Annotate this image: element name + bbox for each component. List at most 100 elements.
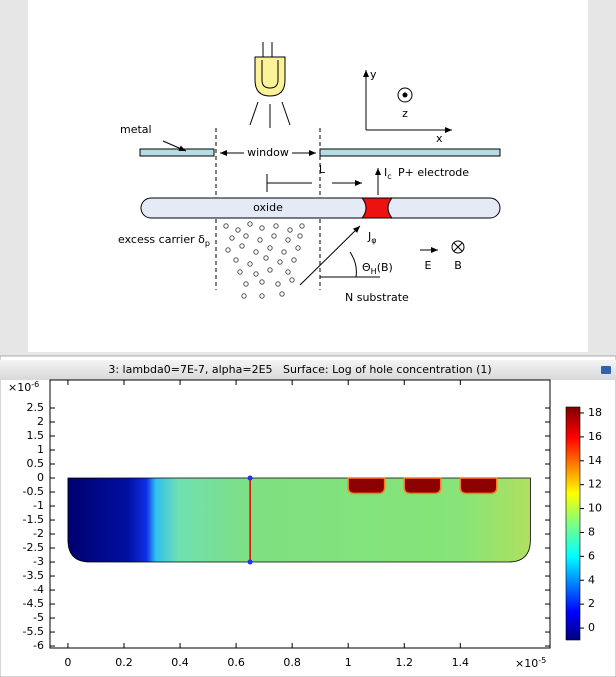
carrier <box>268 268 272 272</box>
colorbar-tick-label: 4 <box>588 573 595 586</box>
colorbar <box>566 407 580 640</box>
y-tick-label: -4 <box>33 583 44 596</box>
metal-left <box>140 149 214 156</box>
carrier <box>298 234 302 238</box>
carrier <box>276 282 280 286</box>
carrier <box>236 228 240 232</box>
x-tick-label: 1 <box>345 656 352 669</box>
carrier <box>230 236 234 240</box>
carrier <box>272 234 276 238</box>
colorbar-tick-label: 6 <box>588 549 595 562</box>
cut-point <box>248 560 253 565</box>
label: P+ electrode <box>398 166 469 179</box>
y-tick-label: -1.5 <box>23 513 44 526</box>
colorbar-tick-label: 16 <box>588 430 602 443</box>
label: y <box>370 68 377 81</box>
label: L <box>319 163 326 176</box>
y-tick-label: 1 <box>37 443 44 456</box>
y-tick-label: -4.5 <box>23 597 44 610</box>
label: E <box>425 259 432 272</box>
colorbar-tick-label: 12 <box>588 478 602 491</box>
carrier <box>242 294 246 298</box>
carrier <box>292 258 296 262</box>
y-tick-label: -5 <box>33 611 44 624</box>
label-sub: φ <box>371 236 376 245</box>
label-sub: p <box>205 239 210 248</box>
carrier <box>240 244 244 248</box>
label-tail: (B) <box>377 261 393 274</box>
carrier <box>260 294 264 298</box>
carrier <box>244 234 248 238</box>
label: window <box>247 146 289 159</box>
diagram-panel <box>28 0 588 352</box>
carrier <box>254 250 258 254</box>
screenshot: metal window L Ic P+ electrode oxide exc… <box>0 0 616 677</box>
label: B <box>454 259 462 272</box>
exp-power: -6 <box>31 380 39 389</box>
y-tick-label: -3 <box>33 555 44 568</box>
carrier <box>244 282 248 286</box>
y-tick-label: -5.5 <box>23 625 44 638</box>
y-tick-label: -1 <box>33 499 44 512</box>
y-tick-label: -6 <box>33 639 44 652</box>
carrier <box>264 256 268 260</box>
electrode <box>404 478 440 493</box>
y-tick-label: -3.5 <box>23 569 44 582</box>
x-tick-label: 0.6 <box>227 656 245 669</box>
carrier <box>224 224 228 228</box>
carrier <box>268 246 272 250</box>
label: oxide <box>253 201 283 214</box>
y-tick-label: 0 <box>37 471 44 484</box>
p-electrode <box>362 198 392 218</box>
y-tick-label: -2.5 <box>23 541 44 554</box>
carrier <box>226 248 230 252</box>
colorbar-tick-label: 2 <box>588 597 595 610</box>
y-tick-label: 2 <box>37 415 44 428</box>
y-tick-label: -0.5 <box>23 485 44 498</box>
carrier <box>286 238 290 242</box>
carrier <box>238 270 242 274</box>
cut-point <box>248 476 253 481</box>
label-sub: c <box>387 172 391 181</box>
exp-power: -5 <box>538 656 546 665</box>
y-tick-label: 2.5 <box>27 401 45 414</box>
colorbar-tick-label: 18 <box>588 406 602 419</box>
carrier <box>260 226 264 230</box>
label: x <box>436 132 443 145</box>
x-tick-label: 0.4 <box>171 656 189 669</box>
carrier <box>282 250 286 254</box>
label-main: excess carrier δ <box>118 233 205 246</box>
label: z <box>402 107 408 120</box>
y-tick-label: -2 <box>33 527 44 540</box>
label: N substrate <box>345 291 409 304</box>
plot-title: 3: lambda0=7E-7, alpha=2E5 Surface: Log … <box>108 363 491 376</box>
colorbar-tick-label: 14 <box>588 454 602 467</box>
carrier <box>254 272 258 276</box>
y-tick-label: 1.5 <box>27 429 45 442</box>
exp-base: ×10 <box>8 381 31 394</box>
carrier <box>286 270 290 274</box>
y-tick-label: 0.5 <box>27 457 45 470</box>
carrier <box>248 222 252 226</box>
carrier <box>300 224 304 228</box>
metal-right <box>320 149 500 156</box>
label: ΘH(B) <box>362 261 393 276</box>
carrier <box>258 238 262 242</box>
exp-base: ×10 <box>515 657 538 670</box>
window-icon[interactable] <box>601 366 611 374</box>
oxide <box>141 198 500 218</box>
z-dot <box>403 93 407 97</box>
carrier <box>274 224 278 228</box>
label: metal <box>120 123 152 136</box>
colorbar-tick-label: 8 <box>588 525 595 538</box>
carrier <box>260 280 264 284</box>
x-tick-label: 1.2 <box>396 656 414 669</box>
electrode <box>348 478 384 493</box>
carrier <box>234 258 238 262</box>
carrier <box>248 262 252 266</box>
x-tick-label: 0.8 <box>283 656 301 669</box>
label: excess carrier δp <box>118 233 210 248</box>
x-tick-label: 1.4 <box>452 656 470 669</box>
colorbar-tick-label: 0 <box>588 621 595 634</box>
carrier <box>296 246 300 250</box>
